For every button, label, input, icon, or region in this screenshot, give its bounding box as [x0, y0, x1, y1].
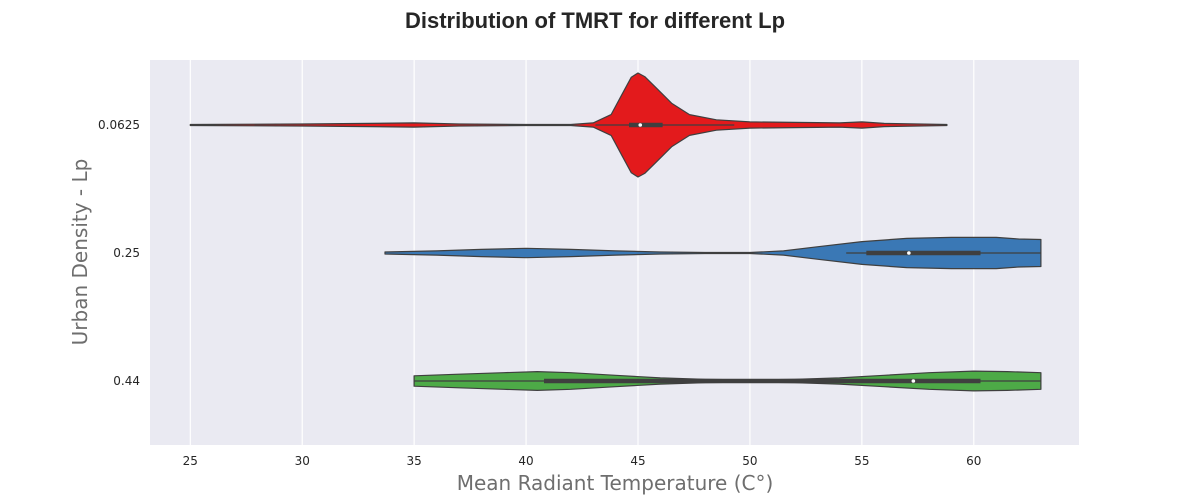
chart-title: Distribution of TMRT for different Lp	[405, 8, 785, 33]
x-axis-label: Mean Radiant Temperature (C°)	[457, 471, 774, 495]
x-tick-label: 55	[854, 454, 869, 468]
x-tick-label: 60	[966, 454, 981, 468]
x-tick-label: 40	[518, 454, 533, 468]
violin-0.25	[384, 236, 1042, 270]
median-marker	[907, 251, 911, 255]
x-tick-label: 30	[295, 454, 310, 468]
violin-body	[384, 236, 1042, 270]
violin-0.44	[413, 370, 1042, 392]
median-marker	[911, 379, 916, 383]
x-tick-label: 50	[742, 454, 757, 468]
x-axis-ticks: 25 30 35 40 45 50 55 60	[183, 454, 982, 468]
violin-body	[189, 72, 948, 178]
y-tick-label: 0.44	[113, 374, 140, 388]
y-tick-label: 0.25	[113, 246, 140, 260]
violins	[189, 72, 1042, 392]
y-tick-label: 0.0625	[98, 118, 140, 132]
violin-0.0625	[189, 72, 948, 178]
median-marker	[638, 123, 643, 127]
x-tick-label: 35	[407, 454, 422, 468]
y-axis-ticks: 0.0625 0.25 0.44	[98, 118, 140, 388]
x-tick-label: 25	[183, 454, 198, 468]
y-axis-label: Urban Density - Lp	[68, 159, 92, 346]
x-tick-label: 45	[630, 454, 645, 468]
